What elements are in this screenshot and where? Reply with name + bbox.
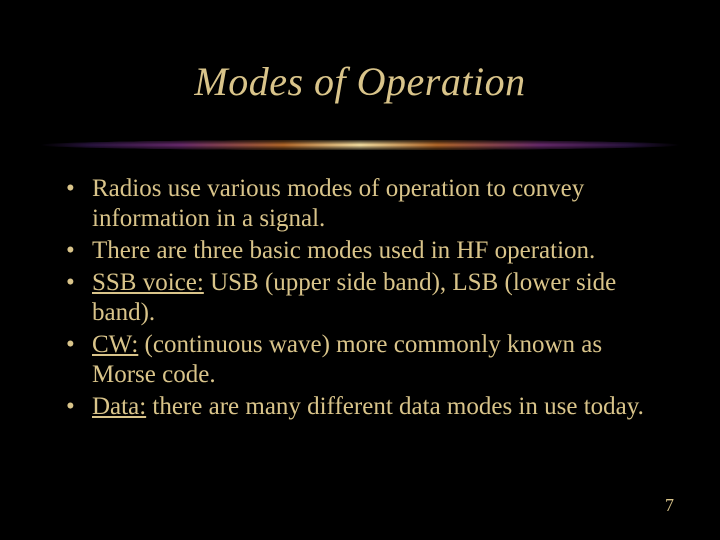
separator-gradient-icon xyxy=(40,140,680,150)
list-item: Radios use various modes of operation to… xyxy=(62,174,662,234)
bullet-underline: SSB voice: xyxy=(92,269,204,296)
bullet-underline: Data: xyxy=(92,393,146,420)
slide: Modes of Operation xyxy=(0,0,720,540)
list-item: There are three basic modes used in HF o… xyxy=(62,236,662,266)
slide-body: Radios use various modes of operation to… xyxy=(62,174,662,424)
bullet-post: There are three basic modes used in HF o… xyxy=(92,237,595,264)
list-item: CW: (continuous wave) more commonly know… xyxy=(62,330,662,390)
slide-title: Modes of Operation xyxy=(0,58,720,105)
separator-bar xyxy=(40,140,680,150)
page-number: 7 xyxy=(665,495,674,516)
list-item: SSB voice: USB (upper side band), LSB (l… xyxy=(62,268,662,328)
bullet-post: Radios use various modes of operation to… xyxy=(92,175,584,232)
bullet-underline: CW: xyxy=(92,331,138,358)
bullet-post: there are many different data modes in u… xyxy=(146,393,644,420)
list-item: Data: there are many different data mode… xyxy=(62,392,662,422)
bullet-post: (continuous wave) more commonly known as… xyxy=(92,331,602,388)
bullet-list: Radios use various modes of operation to… xyxy=(62,174,662,422)
